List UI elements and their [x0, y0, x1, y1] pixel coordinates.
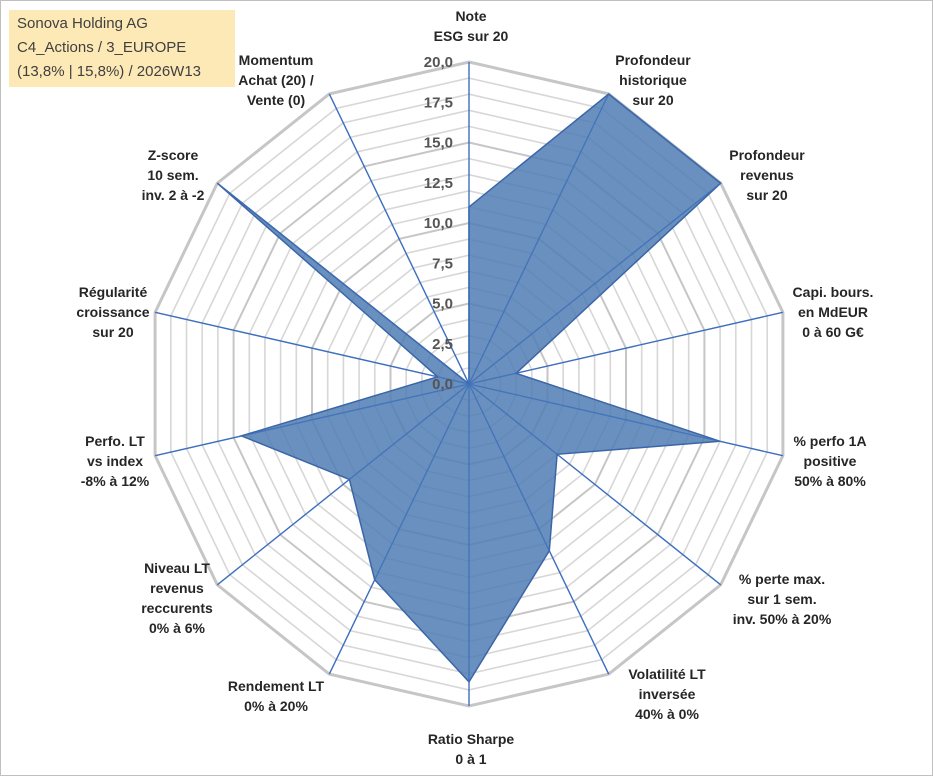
- info-category: C4_Actions / 3_EUROPE: [17, 36, 235, 60]
- tick-label: 15,0: [424, 135, 453, 152]
- tick-label: 20,0: [424, 54, 453, 71]
- info-company-name: Sonova Holding AG: [17, 12, 235, 36]
- info-box: Sonova Holding AG C4_Actions / 3_EUROPE …: [9, 10, 235, 87]
- tick-label: 12,5: [424, 175, 453, 192]
- tick-label: 17,5: [424, 94, 453, 111]
- info-stats-week: (13,8% | 15,8%) / 2026W13: [17, 60, 235, 84]
- tick-label: 10,0: [424, 215, 453, 232]
- tick-label: 0,0: [432, 376, 453, 393]
- tick-label: 7,5: [432, 255, 453, 272]
- radar-tick-labels: 0,0 2,5 5,0 7,5 10,0 12,5 15,0 17,5 20,0: [424, 54, 453, 393]
- tick-label: 2,5: [432, 336, 453, 353]
- tick-label: 5,0: [432, 296, 453, 313]
- axis-label: % perte max.sur 1 sem.inv. 50% à 20%: [733, 571, 832, 627]
